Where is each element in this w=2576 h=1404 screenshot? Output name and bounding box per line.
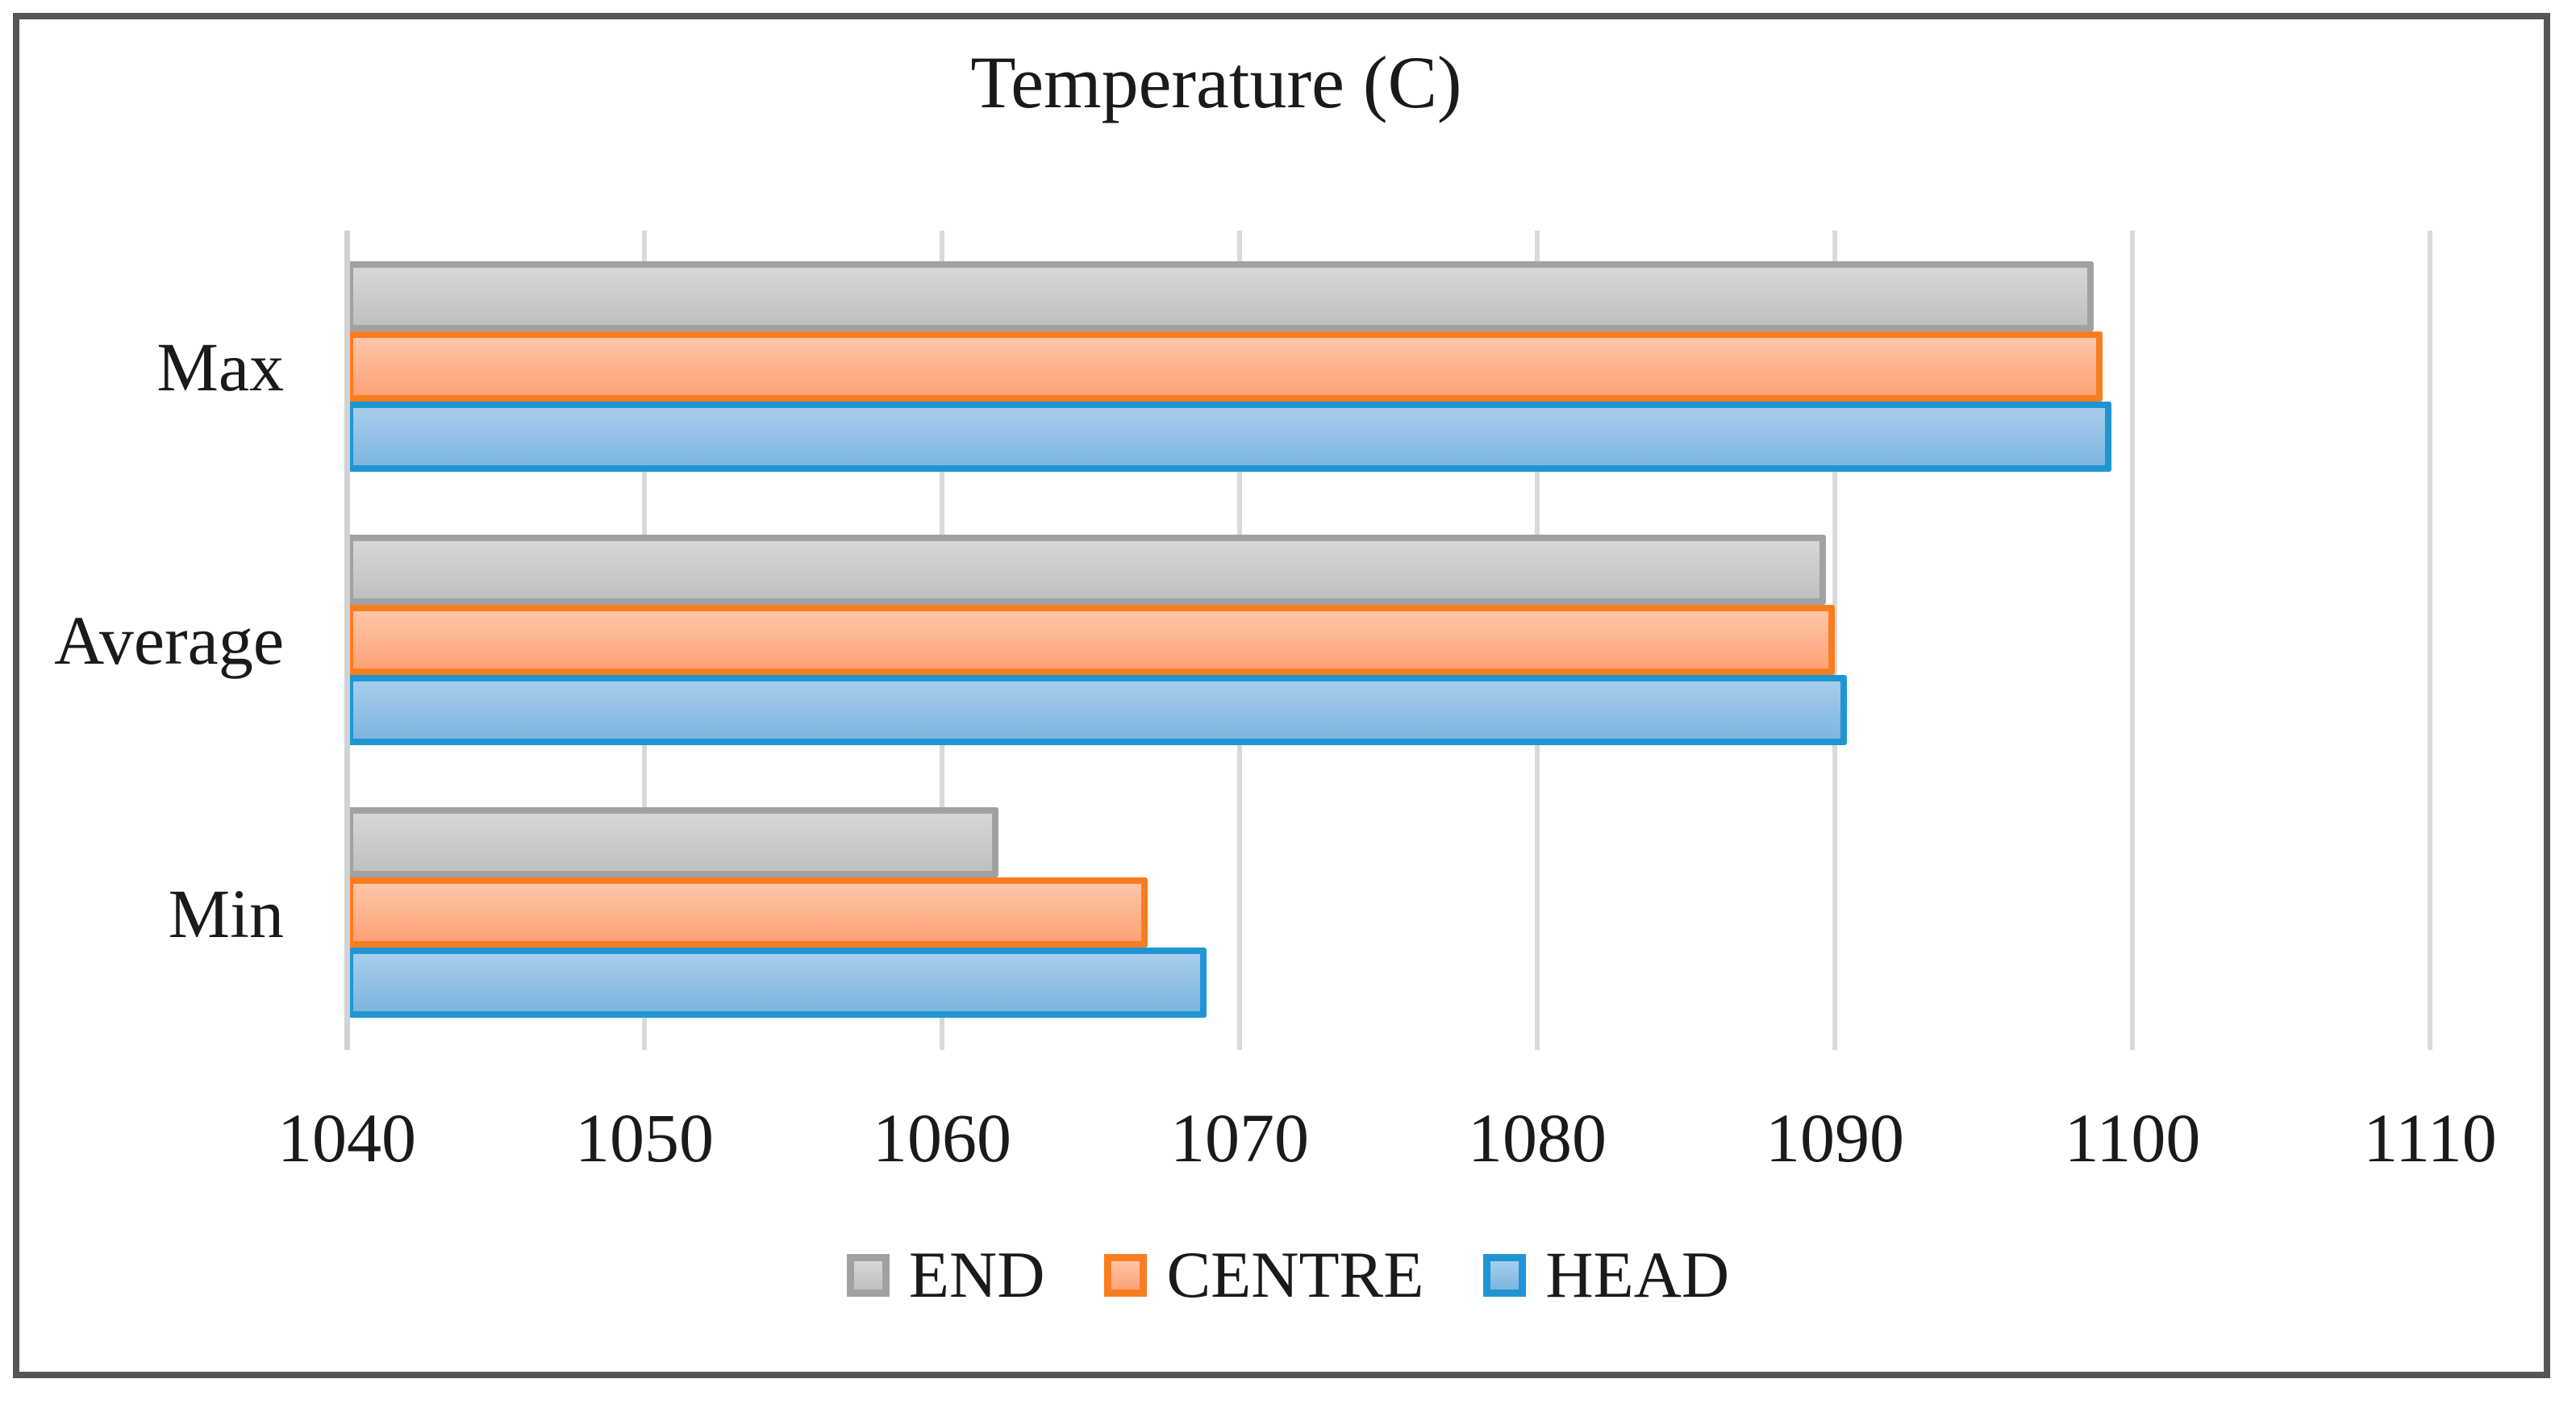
legend-swatch-head	[1483, 1253, 1527, 1297]
bar-centre-max	[347, 331, 2103, 402]
bar-head-average	[347, 674, 1847, 745]
category-label-average: Average	[54, 602, 284, 679]
gridline	[2130, 231, 2135, 1050]
category-label-max: Max	[156, 328, 284, 406]
plot-area	[344, 231, 2432, 1050]
x-tick-label: 1070	[1170, 1099, 1309, 1177]
legend: END CENTRE HEAD	[0, 1242, 2576, 1308]
category-label-min: Min	[168, 874, 284, 952]
legend-item-centre: CENTRE	[1104, 1242, 1423, 1308]
x-tick-label: 1100	[2064, 1099, 2201, 1177]
legend-label: END	[908, 1238, 1045, 1311]
bar-head-max	[347, 402, 2112, 472]
bar-end-average	[347, 534, 1826, 605]
bar-end-min	[347, 807, 999, 878]
gridline	[1832, 231, 1837, 1050]
bar-head-min	[347, 948, 1207, 1019]
legend-item-head: HEAD	[1483, 1242, 1729, 1308]
legend-swatch-end	[846, 1253, 890, 1297]
x-tick-label: 1080	[1468, 1099, 1607, 1177]
bar-centre-min	[347, 877, 1148, 948]
legend-label: HEAD	[1545, 1238, 1730, 1311]
x-tick-label: 1040	[277, 1099, 416, 1177]
legend-label: CENTRE	[1166, 1238, 1424, 1311]
x-tick-label: 1060	[873, 1099, 1011, 1177]
y-axis-line	[344, 231, 350, 1050]
x-tick-label: 1050	[575, 1099, 714, 1177]
legend-item-end: END	[846, 1238, 1045, 1311]
bar-centre-average	[347, 604, 1835, 675]
gridline	[2428, 231, 2432, 1050]
x-tick-label: 1090	[1765, 1099, 1904, 1177]
x-tick-label: 1110	[2363, 1099, 2497, 1177]
bar-end-max	[347, 261, 2095, 331]
chart-title: Temperature (C)	[970, 41, 1462, 123]
legend-swatch-centre	[1104, 1253, 1148, 1297]
